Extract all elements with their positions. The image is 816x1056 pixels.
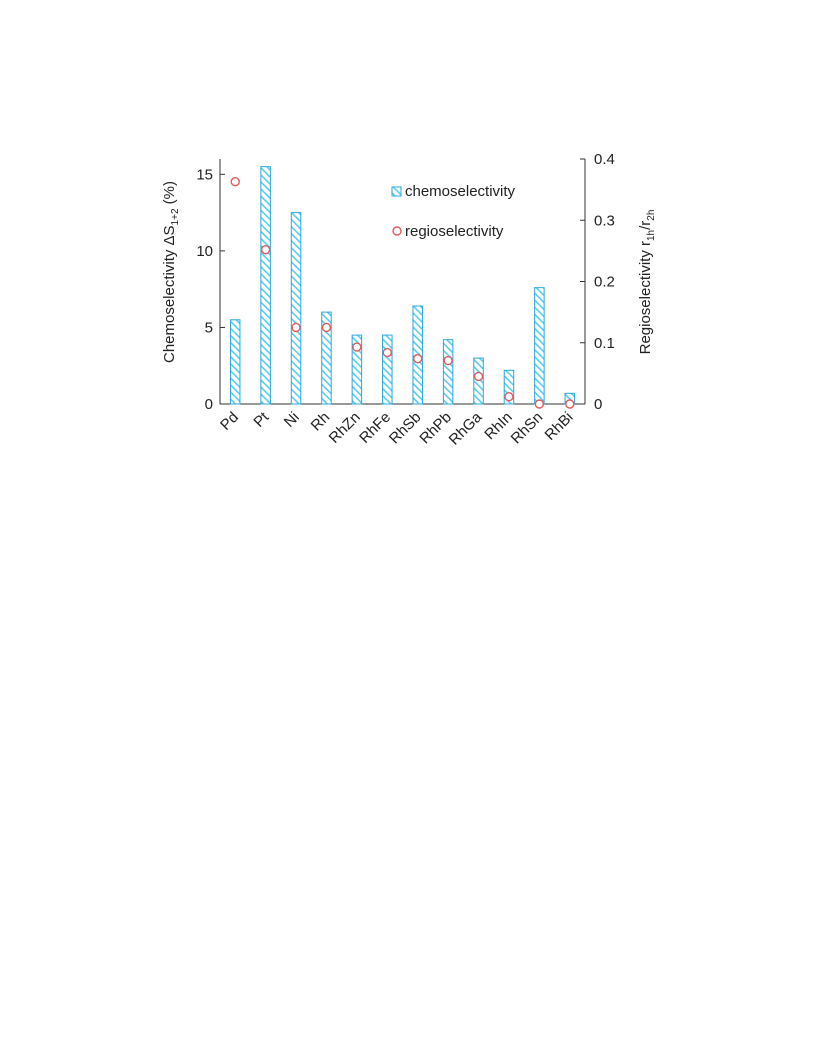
left-axis-title: Chemoselectivity ΔS1+2 (%) xyxy=(161,181,181,363)
right-axis-title-main: Regioselectivity r xyxy=(637,241,654,354)
point-rhsb xyxy=(413,353,423,364)
right-axis-title: Regioselectivity r1h/r2h xyxy=(637,210,657,355)
bar-rhsn xyxy=(534,287,545,405)
point-pt xyxy=(260,244,271,255)
bar-rhpb xyxy=(442,339,454,405)
right-axis-title-mid: /r xyxy=(637,221,654,230)
point-rhsn xyxy=(534,399,545,409)
right-axis-title-subscript-2: 2h xyxy=(646,210,657,221)
x-tick-label-pt: Pt xyxy=(250,408,273,431)
point-rhzn xyxy=(352,342,362,352)
legend-circle-marker xyxy=(392,226,402,236)
point-rhpb xyxy=(443,355,453,366)
legend-bar-swatch xyxy=(391,186,402,197)
point-rhbi xyxy=(565,399,575,409)
bar-rh xyxy=(321,311,332,405)
bar-pt xyxy=(260,166,271,405)
left-axis-title-unit: (%) xyxy=(161,181,178,209)
legend: chemoselectivity regioselectivity xyxy=(391,183,516,240)
bar-rhin xyxy=(503,369,515,405)
bar-rhfe xyxy=(382,334,393,405)
left-tick-label: 10 xyxy=(196,243,213,260)
x-tick-label-rhsn: RhSn xyxy=(508,409,547,448)
point-rhga xyxy=(473,371,484,382)
x-tick-label-ni: Ni xyxy=(281,409,303,431)
left-axis-title-main: Chemoselectivity ΔS xyxy=(161,225,178,363)
x-tick-label-rhfe: RhFe xyxy=(356,409,394,447)
right-tick-label: 0.2 xyxy=(594,274,615,291)
right-tick-label: 0.1 xyxy=(594,335,615,352)
x-tick-label-rhsb: RhSb xyxy=(386,409,425,448)
left-axis-ticks: 0 5 10 15 xyxy=(196,166,225,413)
left-axis-title-subscript: 1+2 xyxy=(170,208,181,225)
chemoselectivity-bars xyxy=(229,166,576,405)
x-tick-label-rhga: RhGa xyxy=(446,408,486,448)
point-rhfe xyxy=(382,347,392,358)
x-tick-label-pd: Pd xyxy=(217,409,242,434)
right-axis-ticks: 0 0.1 0.2 0.3 0.4 xyxy=(580,151,615,413)
left-tick-label: 15 xyxy=(196,166,213,183)
regioselectivity-points xyxy=(230,176,575,409)
left-tick-label: 5 xyxy=(205,319,213,336)
x-tick-label-rhbi: RhBi xyxy=(542,409,577,444)
plot-frame xyxy=(219,159,586,405)
legend-label-chemoselectivity: chemoselectivity xyxy=(405,183,516,200)
right-tick-label: 0.3 xyxy=(594,212,615,229)
bar-pd xyxy=(229,319,241,405)
point-pd xyxy=(230,176,240,187)
bar-rhzn xyxy=(351,334,363,405)
point-rh xyxy=(321,322,332,333)
right-axis-title-subscript-1: 1h xyxy=(646,230,657,241)
point-rhin xyxy=(504,391,514,402)
x-tick-label-rhpb: RhPb xyxy=(416,409,455,448)
right-tick-label: 0 xyxy=(594,396,602,413)
x-tick-label-rhzn: RhZn xyxy=(326,409,364,447)
right-tick-label: 0.4 xyxy=(594,151,615,168)
legend-label-regioselectivity: regioselectivity xyxy=(405,223,504,240)
bar-ni xyxy=(290,212,302,405)
left-tick-label: 0 xyxy=(205,396,213,413)
point-ni xyxy=(291,322,301,333)
